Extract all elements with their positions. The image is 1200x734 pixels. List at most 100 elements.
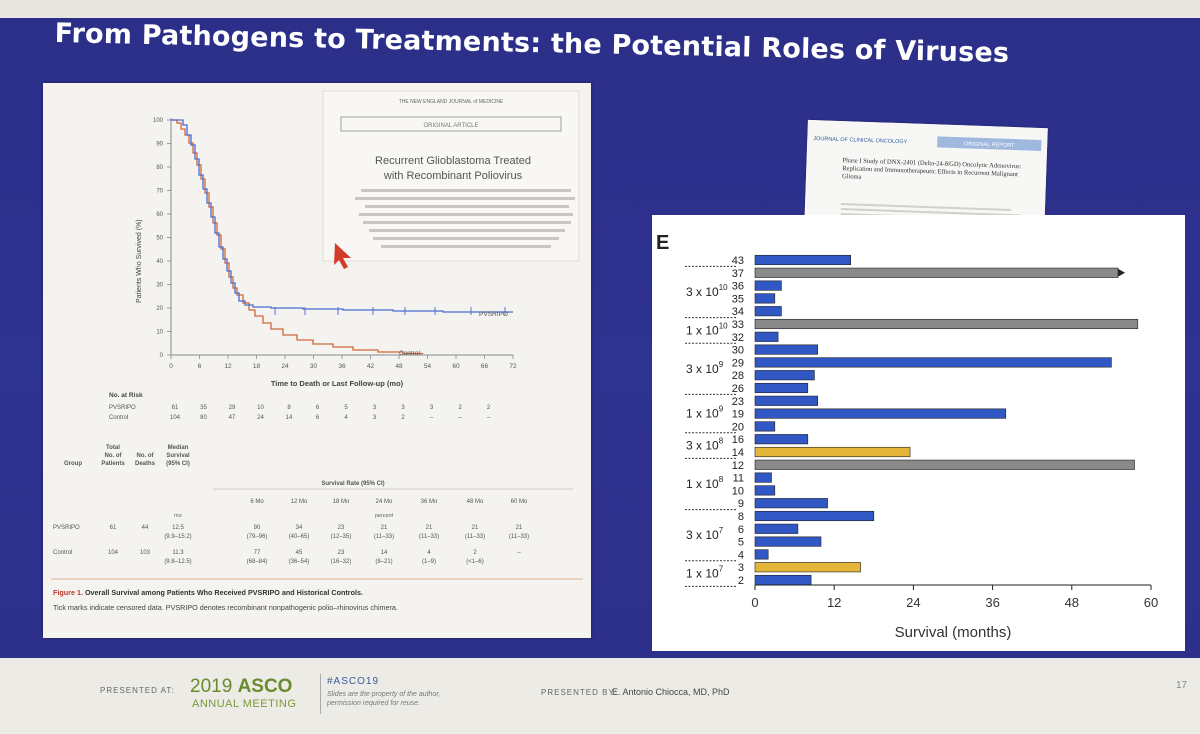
top-bar <box>0 0 1200 18</box>
risk-value: 47 <box>229 415 236 421</box>
survival-bar <box>754 382 809 394</box>
risk-value: – <box>487 415 491 421</box>
km-y-tick-label: 100 <box>153 118 164 124</box>
table-rate: 77 <box>254 550 261 556</box>
patient-id-label: 3 <box>738 562 744 574</box>
table-rate-ci: (11–33) <box>465 534 485 540</box>
patient-id-label: 36 <box>732 281 744 293</box>
km-y-tick-label: 10 <box>156 330 163 336</box>
survival-bar <box>754 574 812 586</box>
asco-logo: 2019 ASCO <box>190 676 292 698</box>
risk-label-pvsripo: PVSRIPO <box>109 405 136 411</box>
table-rate: 21 <box>472 525 479 531</box>
survival-bar <box>754 421 776 432</box>
dose-group-label: 1 x 108 <box>686 475 724 491</box>
km-y-tick-label: 20 <box>156 306 163 312</box>
patient-id-label: 43 <box>732 255 744 267</box>
survival-bar <box>754 293 776 304</box>
th-median-1: Median <box>168 445 189 451</box>
rate-col-header: 36 Mo <box>421 499 438 505</box>
bar-x-label: Survival (months) <box>895 624 1012 641</box>
bar-x-ticks: 0 12 24 36 48 60 <box>751 585 1158 610</box>
rate-col-header: 6 Mo <box>250 499 264 505</box>
dose-group-label: 3 x 109 <box>686 360 724 376</box>
dose-group-label: 1 x 109 <box>686 405 724 421</box>
table-total: 61 <box>110 525 117 531</box>
dose-group-labels: 3 x 1010 1 x 1010 3 x 109 1 x 109 3 x 108 1 x… <box>686 283 728 581</box>
km-x-tick-label: 54 <box>424 363 432 370</box>
th-survival-rate: Survival Rate (95% CI) <box>321 481 384 487</box>
survival-bar <box>754 408 1007 419</box>
caption-bold: Figure 1. Overall Survival among Patient… <box>53 588 363 597</box>
slide-title: From Pathogens to Treatments: the Potent… <box>54 18 1010 69</box>
risk-value: 3 <box>373 415 377 421</box>
dose-group-label: 1 x 1010 <box>686 321 728 337</box>
table-median: 12.5 <box>172 525 184 531</box>
survival-bar-chart: E 43373635343332302928262319201614121110… <box>656 232 1158 641</box>
th-deaths-2: Deaths <box>135 461 156 467</box>
table-rate-ci: (8–21) <box>375 559 392 565</box>
patient-id-label: 34 <box>732 306 744 318</box>
table-median: 11.3 <box>172 550 184 556</box>
table-rate: 23 <box>338 550 345 556</box>
risk-value: 14 <box>286 415 293 421</box>
table-rate: 45 <box>296 550 303 556</box>
table-median-ci: (9.8–12.5) <box>164 559 191 565</box>
jco-title-box: Phase I Study of DNX-2401 (Delta-24-RGD)… <box>842 157 1022 181</box>
survival-bar <box>754 536 822 547</box>
table-rate-ci: (68–84) <box>247 559 268 565</box>
presenter-name: E. Antonio Chiocca, MD, PhD <box>612 687 730 697</box>
survival-bar <box>754 446 911 458</box>
patient-id-label: 8 <box>738 511 744 523</box>
km-y-tick-label: 90 <box>156 142 163 148</box>
article-inset <box>322 90 580 262</box>
km-y-tick-label: 0 <box>160 353 164 359</box>
risk-value: 10 <box>257 405 264 411</box>
presented-at-label: PRESENTED AT: <box>100 686 175 695</box>
table-rate: 21 <box>426 525 433 531</box>
patient-id-label: 2 <box>738 575 744 587</box>
risk-value: 104 <box>170 415 181 421</box>
risk-value: 6 <box>316 405 320 411</box>
km-y-tick-label: 60 <box>156 212 163 218</box>
risk-value: 2 <box>487 405 491 411</box>
risk-value: 5 <box>344 405 348 411</box>
table-rate-ci: (36–54) <box>289 559 310 565</box>
risk-value: 24 <box>257 415 264 421</box>
risk-value: 8 <box>287 405 291 411</box>
km-x-tick-label: 6 <box>198 363 202 370</box>
caption-text: Tick marks indicate censored data. PVSRI… <box>53 603 398 612</box>
jco-paper-svg: JOURNAL OF CLINICAL ONCOLOGY ORIGINAL RE… <box>804 119 1048 237</box>
dose-group-label: 3 x 107 <box>686 526 724 542</box>
rate-col-header: 12 Mo <box>291 499 308 505</box>
unit-mo: mo <box>174 513 182 519</box>
survival-bar <box>754 331 779 342</box>
km-y-tick-label: 70 <box>156 189 163 195</box>
table-rate: 21 <box>516 525 523 531</box>
article-title-2: with Recombinant Poliovirus <box>383 170 523 182</box>
patient-id-label: 14 <box>732 447 744 459</box>
table-deaths: 103 <box>140 550 151 556</box>
table-rate: – <box>517 550 521 556</box>
patient-id-label: 11 <box>733 473 744 485</box>
bar-x-tick-label: 12 <box>827 595 841 610</box>
km-x-tick-label: 18 <box>253 363 261 370</box>
patient-id-label: 6 <box>738 524 744 536</box>
jco-paper-card: JOURNAL OF CLINICAL ONCOLOGY ORIGINAL RE… <box>804 119 1048 237</box>
km-x-tick-label: 42 <box>367 363 375 370</box>
survival-bar <box>754 498 828 509</box>
patient-id-label: 37 <box>732 268 744 280</box>
risk-value: – <box>458 415 462 421</box>
survival-bar <box>754 485 776 496</box>
km-x-tick-label: 48 <box>395 363 403 370</box>
km-x-ticks: 0 6 12 18 24 30 36 42 48 54 60 66 72 <box>169 355 517 370</box>
survival-bar <box>754 344 819 355</box>
table-rate: 2 <box>473 550 477 556</box>
disclaimer-1: Slides are the property of the author, <box>327 691 441 698</box>
risk-label-control: Control <box>109 415 128 421</box>
patient-id-label: 4 <box>738 549 744 561</box>
th-group: Group <box>64 461 82 467</box>
cursor-arrow-icon <box>334 243 351 269</box>
